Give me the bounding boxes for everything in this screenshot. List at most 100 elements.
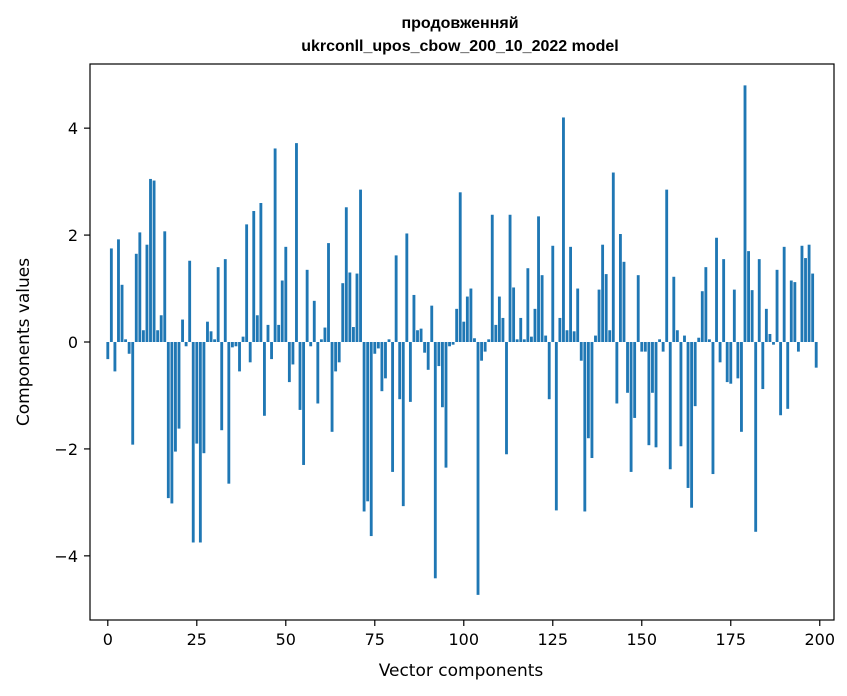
bar-28	[206, 321, 209, 342]
bar-108	[490, 214, 494, 342]
bar-44	[263, 342, 266, 416]
bar-91	[430, 305, 434, 342]
bar-59	[316, 342, 320, 404]
bar-1	[109, 248, 113, 342]
bar-197	[807, 244, 811, 342]
bar-58	[312, 300, 316, 342]
bar-170	[711, 342, 715, 475]
bar-122	[540, 275, 544, 342]
bar-41	[252, 211, 256, 342]
bar-13	[152, 180, 156, 342]
bar-32	[220, 342, 224, 431]
bar-73	[366, 342, 370, 502]
bar-148	[633, 342, 637, 418]
bar-93	[437, 342, 441, 367]
bar-121	[537, 216, 540, 342]
x-axis-label: Vector components	[379, 661, 544, 681]
bar-64	[334, 342, 338, 372]
bar-132	[576, 288, 580, 342]
bar-109	[494, 324, 498, 342]
bar-78	[384, 342, 387, 379]
bar-10	[141, 330, 145, 342]
y-tick-label-4: 4	[68, 119, 78, 138]
x-tick-label-150: 150	[626, 630, 657, 649]
y-tick-label-0: 0	[68, 333, 78, 352]
bar-167	[700, 291, 704, 342]
bar-3	[117, 239, 120, 342]
bar-156	[661, 342, 665, 352]
y-tick-label--4: −4	[54, 547, 78, 566]
x-axis-ticks: 0 25 50 75 100 125 150 175 200	[103, 620, 835, 649]
chart-title-line1: продовженняй	[401, 15, 518, 32]
bar-89	[423, 342, 427, 353]
bar-119	[529, 336, 533, 342]
bar-173	[722, 259, 726, 342]
bar-87	[416, 330, 419, 342]
bar-185	[764, 308, 768, 342]
bar-2	[113, 342, 117, 372]
bar-114	[512, 287, 516, 342]
bar-14	[156, 330, 160, 342]
bar-103	[473, 338, 476, 342]
bar-15	[159, 315, 163, 342]
bar-106	[483, 342, 487, 352]
bar-54	[298, 342, 302, 410]
x-tick-label-175: 175	[715, 630, 746, 649]
bar-22	[184, 342, 188, 347]
bar-96	[448, 342, 451, 347]
bar-94	[441, 342, 444, 408]
bar-195	[800, 245, 804, 342]
bar-50	[284, 246, 288, 342]
bar-160	[675, 330, 679, 342]
bar-95	[444, 342, 448, 468]
bar-47	[273, 148, 277, 342]
bar-86	[412, 294, 416, 342]
bar-67	[344, 207, 348, 342]
bars-group	[106, 85, 818, 595]
bar-25	[195, 342, 199, 444]
bar-97	[451, 342, 455, 345]
x-tick-label-50: 50	[276, 630, 296, 649]
bar-77	[380, 342, 384, 392]
bar-111	[501, 317, 505, 342]
bar-127	[558, 317, 562, 342]
bar-199	[814, 342, 818, 368]
x-tick-label-100: 100	[449, 630, 480, 649]
bar-112	[505, 342, 508, 455]
bar-81	[394, 255, 398, 342]
bar-61	[323, 327, 327, 342]
bar-149	[636, 275, 640, 342]
x-tick-label-125: 125	[538, 630, 569, 649]
bar-4	[120, 284, 124, 342]
bar-155	[658, 339, 661, 342]
x-tick-label-200: 200	[804, 630, 835, 649]
x-tick-label-75: 75	[365, 630, 385, 649]
bar-68	[348, 272, 352, 342]
bar-101	[465, 296, 469, 342]
bar-17	[166, 342, 170, 499]
bar-163	[686, 342, 690, 488]
bar-53	[295, 143, 298, 342]
bar-153	[651, 342, 654, 393]
bar-19	[174, 342, 177, 452]
bar-33	[223, 259, 227, 342]
bar-79	[387, 339, 391, 342]
bar-80	[391, 342, 395, 472]
bar-100	[462, 321, 466, 342]
bar-43	[259, 203, 263, 342]
bar-51	[287, 342, 291, 383]
bar-9	[138, 232, 142, 342]
bar-55	[302, 342, 306, 465]
bar-128	[562, 117, 565, 343]
y-axis-label: Components values	[14, 258, 34, 426]
bar-5	[124, 339, 128, 342]
bar-166	[697, 337, 701, 342]
bar-182	[754, 342, 758, 532]
bar-176	[732, 289, 736, 342]
bar-152	[647, 342, 651, 446]
bar-35	[230, 342, 234, 348]
bar-192	[789, 280, 793, 342]
bar-45	[266, 324, 270, 342]
bar-139	[601, 244, 605, 342]
bar-144	[618, 234, 622, 342]
